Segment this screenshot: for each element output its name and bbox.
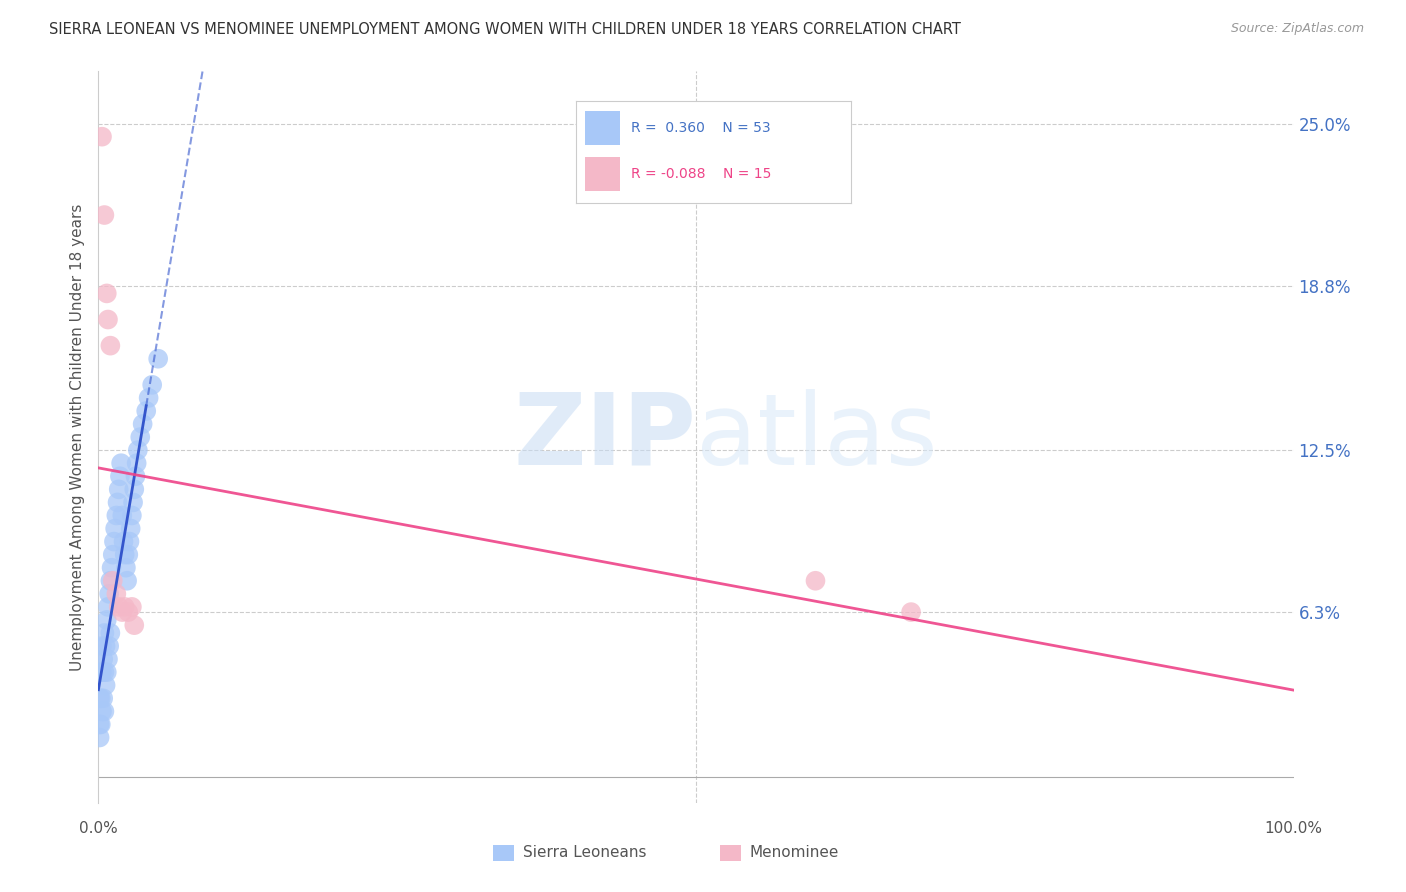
- Text: SIERRA LEONEAN VS MENOMINEE UNEMPLOYMENT AMONG WOMEN WITH CHILDREN UNDER 18 YEAR: SIERRA LEONEAN VS MENOMINEE UNEMPLOYMENT…: [49, 22, 962, 37]
- Point: [91, 705, 114, 719]
- Point: [98, 626, 122, 640]
- Point: [125, 456, 148, 470]
- Point: [91, 639, 114, 653]
- Point: [90, 665, 112, 680]
- Point: [91, 652, 114, 666]
- Point: [111, 508, 134, 523]
- Point: [103, 534, 125, 549]
- Point: [90, 717, 112, 731]
- Point: [138, 391, 160, 405]
- Point: [124, 469, 146, 483]
- Point: [96, 613, 118, 627]
- Point: [97, 652, 120, 666]
- FancyBboxPatch shape: [720, 846, 741, 862]
- Point: [93, 705, 115, 719]
- Point: [112, 534, 135, 549]
- Text: Menominee: Menominee: [749, 845, 839, 860]
- Point: [121, 599, 143, 614]
- Point: [115, 574, 138, 588]
- Point: [135, 404, 157, 418]
- Text: atlas: atlas: [696, 389, 938, 485]
- Point: [91, 129, 114, 144]
- Point: [111, 605, 134, 619]
- Point: [93, 665, 115, 680]
- Point: [122, 495, 145, 509]
- Point: [105, 587, 128, 601]
- Point: [129, 430, 152, 444]
- Point: [115, 560, 138, 574]
- Point: [89, 691, 111, 706]
- Point: [120, 521, 142, 535]
- Point: [127, 443, 149, 458]
- Point: [94, 639, 117, 653]
- Text: 0.0%: 0.0%: [79, 821, 118, 836]
- Point: [124, 483, 146, 497]
- Point: [110, 456, 132, 470]
- Point: [114, 599, 136, 614]
- Point: [89, 731, 111, 745]
- Point: [90, 691, 112, 706]
- Point: [89, 717, 111, 731]
- Point: [900, 605, 922, 619]
- Point: [98, 339, 122, 353]
- Text: 100.0%: 100.0%: [1264, 821, 1323, 836]
- Point: [98, 574, 122, 588]
- Point: [97, 599, 120, 614]
- Point: [91, 691, 114, 706]
- Point: [98, 639, 121, 653]
- Point: [141, 377, 163, 392]
- Point: [107, 495, 129, 509]
- Text: Source: ZipAtlas.com: Source: ZipAtlas.com: [1230, 22, 1364, 36]
- Text: Sierra Leoneans: Sierra Leoneans: [523, 845, 647, 860]
- Point: [93, 208, 115, 222]
- Point: [91, 665, 114, 680]
- Text: ZIP: ZIP: [513, 389, 696, 485]
- Point: [107, 483, 129, 497]
- Point: [804, 574, 827, 588]
- Point: [98, 587, 121, 601]
- Point: [121, 508, 143, 523]
- Point: [131, 417, 153, 431]
- Point: [101, 548, 124, 562]
- Point: [97, 312, 120, 326]
- Point: [100, 560, 122, 574]
- Point: [117, 548, 139, 562]
- Point: [93, 626, 115, 640]
- Point: [96, 286, 118, 301]
- Point: [148, 351, 170, 366]
- Point: [124, 618, 146, 632]
- Point: [101, 574, 124, 588]
- Point: [117, 605, 139, 619]
- Point: [94, 678, 117, 692]
- Point: [96, 665, 118, 680]
- Point: [114, 548, 136, 562]
- Point: [104, 521, 127, 535]
- Point: [118, 534, 141, 549]
- Point: [105, 508, 128, 523]
- Point: [107, 599, 129, 614]
- Point: [108, 469, 131, 483]
- Y-axis label: Unemployment Among Women with Children Under 18 years: Unemployment Among Women with Children U…: [69, 203, 84, 671]
- FancyBboxPatch shape: [494, 846, 515, 862]
